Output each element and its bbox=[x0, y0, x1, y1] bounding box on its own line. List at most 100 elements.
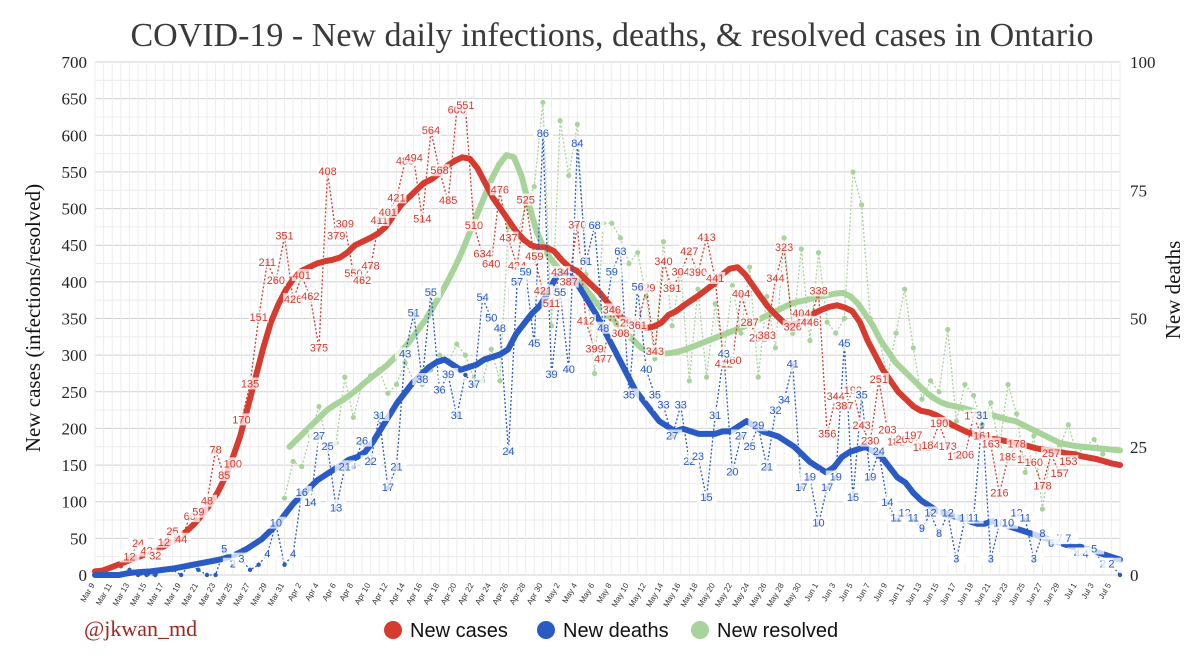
cases-data-label: 494 bbox=[405, 153, 423, 165]
y-tick-left: 200 bbox=[62, 419, 88, 438]
y-tick-left: 0 bbox=[79, 566, 88, 585]
y-tick-left: 700 bbox=[62, 53, 88, 72]
cases-label-bg bbox=[222, 457, 243, 470]
cases-data-label: 346 bbox=[603, 304, 621, 316]
deaths-point bbox=[204, 572, 210, 578]
deaths-data-label: 17 bbox=[795, 482, 807, 494]
deaths-data-label: 55 bbox=[554, 287, 566, 299]
deaths-label-bg bbox=[937, 506, 958, 519]
deaths-data-label: 56 bbox=[632, 282, 644, 294]
resolved-point bbox=[902, 286, 908, 292]
legend-resolved-label: New resolved bbox=[717, 620, 838, 642]
deaths-point bbox=[282, 562, 287, 567]
deaths-data-label: 14 bbox=[881, 497, 893, 509]
cases-label-bg bbox=[575, 314, 596, 327]
deaths-data-label: 17 bbox=[821, 482, 833, 494]
cases-data-label: 411 bbox=[370, 215, 388, 227]
deaths-data-label: 14 bbox=[304, 497, 316, 509]
deaths-label-bg bbox=[593, 321, 614, 334]
y-tick-left: 350 bbox=[62, 310, 88, 329]
cases-data-label: 135 bbox=[241, 378, 259, 390]
deaths-data-label: 16 bbox=[296, 487, 308, 499]
cases-label-bg bbox=[240, 377, 261, 390]
cases-data-label: 338 bbox=[809, 285, 827, 297]
cases-label-bg bbox=[283, 293, 304, 306]
cases-data-label: 477 bbox=[594, 354, 612, 366]
y-axis-right-label: New deaths bbox=[1161, 241, 1185, 340]
deaths-label-bg bbox=[1101, 557, 1122, 570]
resolved-point bbox=[1031, 433, 1037, 439]
cases-label-bg bbox=[188, 505, 209, 518]
deaths-label-bg bbox=[308, 429, 329, 442]
x-tick: May 4 bbox=[560, 581, 579, 605]
cases-label-bg bbox=[903, 428, 924, 441]
cases-data-label: 551 bbox=[456, 100, 474, 112]
deaths-label-bg bbox=[360, 455, 381, 468]
deaths-point bbox=[247, 567, 253, 573]
deaths-data-label: 41 bbox=[787, 359, 799, 371]
cases-label-bg bbox=[326, 229, 347, 242]
x-tick: Apr 6 bbox=[321, 581, 339, 603]
deaths-label-bg bbox=[920, 506, 941, 519]
deaths-data-label: 43 bbox=[718, 348, 730, 360]
deaths-data-label: 3 bbox=[238, 554, 244, 566]
cases-data-label: 178 bbox=[1007, 439, 1025, 451]
cases-data-label: 12 bbox=[158, 537, 170, 549]
cases-data-label: 387 bbox=[835, 400, 853, 412]
cases-data-label: 48 bbox=[201, 496, 213, 508]
cases-data-label: 379 bbox=[327, 230, 345, 242]
cases-data-label: 421 bbox=[534, 285, 552, 297]
deaths-data-label: 27 bbox=[666, 430, 678, 442]
cases-label-bg bbox=[980, 437, 1001, 450]
deaths-label-bg bbox=[1084, 542, 1105, 555]
deaths-label-bg bbox=[567, 137, 588, 150]
deaths-data-label: 57 bbox=[511, 277, 523, 289]
resolved-point bbox=[290, 458, 296, 465]
deaths-data-label: 11 bbox=[1020, 513, 1031, 525]
deaths-data-label: 12 bbox=[924, 507, 936, 519]
legend: New cases New deaths New resolved bbox=[384, 620, 838, 642]
deaths-data-label: 25 bbox=[743, 441, 755, 453]
cases-data-label: 421 bbox=[387, 192, 405, 204]
cases-label-bg bbox=[291, 268, 312, 281]
cases-data-label: 459 bbox=[525, 251, 543, 263]
deaths-data-label: 29 bbox=[752, 420, 764, 432]
deaths-label-bg bbox=[489, 321, 510, 334]
cases-data-label: 309 bbox=[336, 219, 354, 231]
cases-label-bg bbox=[739, 315, 760, 328]
cases-label-bg bbox=[265, 274, 286, 287]
deaths-data-label: 10 bbox=[1002, 518, 1014, 530]
cases-data-label: 361 bbox=[628, 320, 646, 332]
cases-data-label: 160 bbox=[1025, 457, 1043, 469]
cases-data-label: 510 bbox=[465, 220, 483, 232]
y-tick-left: 400 bbox=[62, 273, 88, 292]
deaths-data-label: 5 bbox=[221, 543, 227, 555]
resolved-point bbox=[695, 286, 701, 292]
cases-label-bg bbox=[463, 219, 484, 232]
cases-data-label: 413 bbox=[697, 232, 715, 244]
x-tick: Jun 1 bbox=[803, 581, 821, 603]
resolved-point bbox=[1005, 381, 1011, 388]
deaths-data-label: 32 bbox=[769, 405, 781, 417]
deaths-data-label: 24 bbox=[873, 446, 885, 458]
resolved-point bbox=[540, 99, 546, 105]
deaths-data-label: 50 bbox=[485, 313, 497, 325]
deaths-label-bg bbox=[481, 311, 502, 324]
cases-data-label: 404 bbox=[732, 288, 750, 300]
resolved-point bbox=[910, 345, 916, 351]
resolved-point bbox=[738, 330, 744, 336]
cases-label-bg bbox=[377, 205, 398, 218]
resolved-point bbox=[652, 356, 658, 362]
cases-label-bg bbox=[696, 230, 717, 243]
resolved-point bbox=[591, 370, 598, 377]
deaths-label-bg bbox=[352, 434, 373, 447]
deaths-data-label: 3 bbox=[1031, 554, 1037, 566]
cases-label-bg bbox=[481, 257, 502, 270]
cases-data-label: 408 bbox=[318, 166, 336, 178]
cases-data-label: 412 bbox=[577, 315, 595, 327]
deaths-data-label: 19 bbox=[830, 472, 842, 484]
deaths-label-bg bbox=[420, 285, 441, 298]
cases-data-label: 441 bbox=[706, 273, 724, 285]
y-tick-left: 650 bbox=[62, 90, 88, 109]
y-tick-left: 50 bbox=[70, 529, 87, 548]
